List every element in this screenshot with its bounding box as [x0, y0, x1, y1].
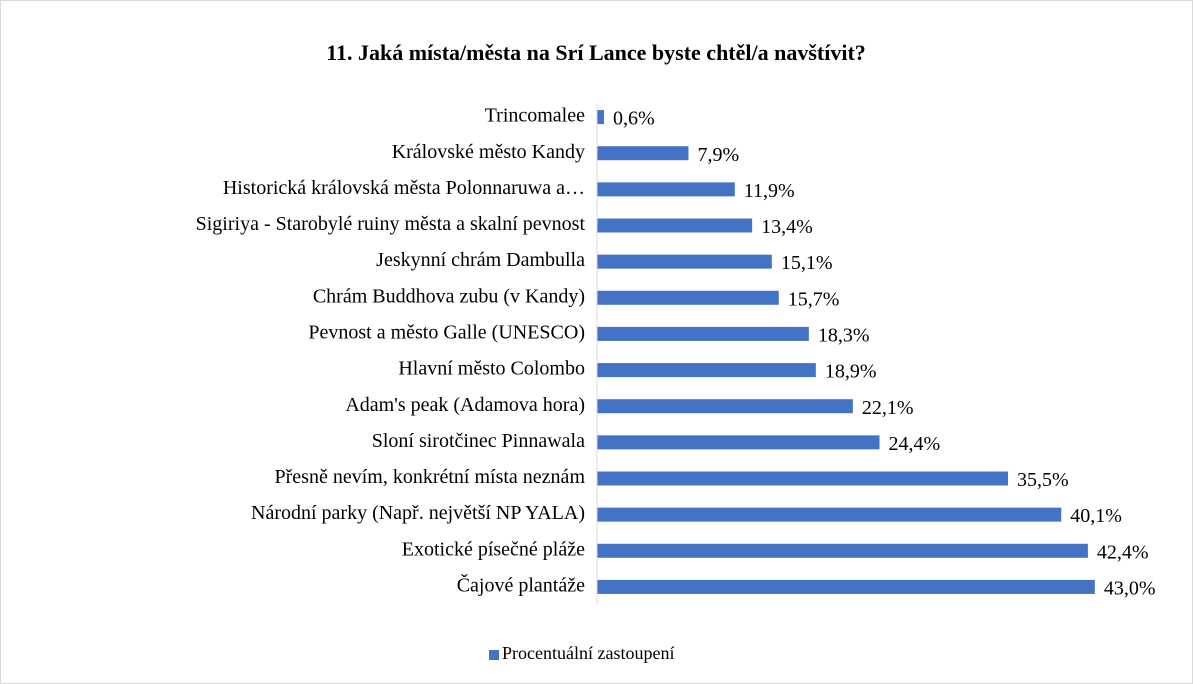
- data-label: 18,3%: [818, 325, 870, 347]
- bar: [597, 507, 1062, 522]
- data-label: 35,5%: [1017, 469, 1069, 491]
- y-tick-label: Přesně nevím, konkrétní místa neznám: [275, 466, 586, 488]
- data-label: 15,1%: [781, 252, 833, 274]
- y-tick-label: Trincomalee: [485, 105, 585, 127]
- y-tick-label: Exotické písečné pláže: [402, 538, 585, 560]
- data-label: 24,4%: [888, 433, 940, 455]
- bar: [597, 146, 689, 161]
- data-label: 11,9%: [744, 180, 795, 202]
- y-tick-label: Jeskynní chrám Dambulla: [376, 249, 585, 271]
- y-tick-label: Pevnost a město Galle (UNESCO): [308, 322, 585, 344]
- bar: [597, 326, 809, 341]
- bar: [597, 543, 1088, 558]
- bar: [597, 471, 1009, 486]
- y-tick-label: Čajové plantáže: [457, 573, 585, 597]
- legend-label: Procentuální zastoupení: [502, 643, 674, 663]
- bar: [597, 218, 753, 233]
- y-tick-label: Adam's peak (Adamova hora): [345, 394, 585, 416]
- data-label: 0,6%: [613, 108, 655, 130]
- data-label: 7,9%: [697, 144, 739, 166]
- bar: [597, 254, 772, 269]
- data-label: 42,4%: [1097, 541, 1149, 563]
- legend-swatch: [489, 650, 499, 660]
- chart-title: 11. Jaká místa/města na Srí Lance byste …: [326, 40, 866, 65]
- y-tick-label: Chrám Buddhova zubu (v Kandy): [313, 285, 585, 307]
- bar: [597, 290, 779, 305]
- y-tick-label: Hlavní město Colombo: [398, 358, 585, 380]
- bar: [597, 363, 816, 378]
- data-label: 15,7%: [788, 288, 840, 310]
- data-label: 13,4%: [761, 216, 813, 238]
- y-tick-label: Národní parky (Např. největší NP YALA): [251, 502, 585, 524]
- y-tick-label: Královské město Kandy: [392, 141, 585, 163]
- y-tick-label: Historická královská města Polonnaruwa a…: [223, 177, 585, 199]
- bar: [597, 110, 604, 125]
- data-label: 43,0%: [1104, 578, 1156, 600]
- y-tick-label: Sloní sirotčinec Pinnawala: [372, 430, 585, 452]
- data-label: 40,1%: [1070, 505, 1122, 527]
- data-label: 18,9%: [825, 361, 877, 383]
- bar: [597, 182, 735, 197]
- y-tick-label: Sigiriya - Starobylé ruiny města a skaln…: [196, 213, 586, 235]
- bar: [597, 435, 880, 450]
- data-label: 22,1%: [862, 397, 914, 419]
- bar: [597, 579, 1095, 594]
- bar: [597, 399, 853, 414]
